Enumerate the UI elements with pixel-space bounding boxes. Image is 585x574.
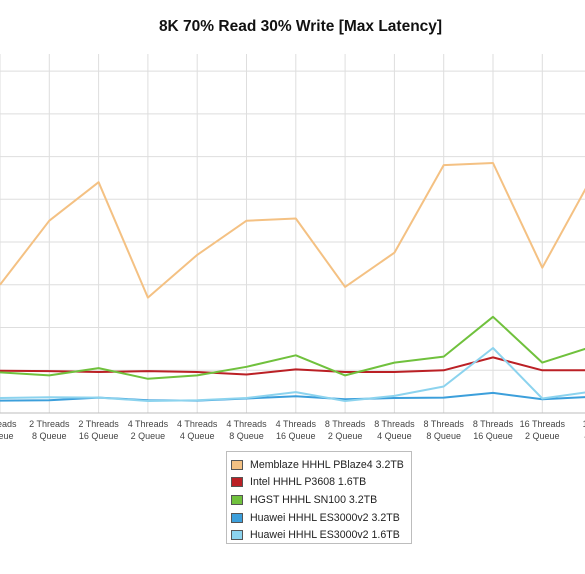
x-tick-label: Threads bbox=[0, 419, 17, 429]
legend-label: Huawei HHHL ES3000v2 3.2TB bbox=[250, 511, 400, 524]
legend-item: Memblaze HHHL PBlaze4 3.2TB bbox=[231, 456, 411, 474]
x-tick-label: 16 Threads bbox=[520, 419, 566, 429]
legend-swatch bbox=[231, 477, 243, 488]
x-tick-label: 2 Queue bbox=[328, 431, 363, 441]
legend-item: Intel HHHL P3608 1.6TB bbox=[231, 474, 411, 492]
x-tick-label: 8 Queue bbox=[32, 431, 67, 441]
series-line-2 bbox=[0, 356, 585, 376]
x-tick-label: 4 Threads bbox=[276, 419, 317, 429]
x-tick-label: 16 T bbox=[583, 419, 585, 429]
x-tick-label: 16 Queue bbox=[79, 431, 119, 441]
x-tick-label: 16 Queue bbox=[473, 431, 513, 441]
x-tick-label: 8 Queue bbox=[426, 431, 461, 441]
legend-item: Huawei HHHL ES3000v2 1.6TB bbox=[231, 526, 411, 544]
x-tick-label: 4 Threads bbox=[128, 419, 169, 429]
x-tick-label: 2 Queue bbox=[525, 431, 560, 441]
x-tick-label: 8 Threads bbox=[424, 419, 465, 429]
x-axis-tick-labels: Threads Queue 2 Threads 8 Queue 2 Threads 16 … bbox=[0, 419, 585, 441]
legend-swatch bbox=[231, 494, 243, 505]
x-tick-label: 8 Queue bbox=[229, 431, 264, 441]
series-line-3 bbox=[0, 315, 585, 380]
series-lines bbox=[0, 162, 585, 402]
x-tick-label: 16 Queue bbox=[276, 431, 316, 441]
legend-swatch bbox=[231, 530, 243, 541]
x-tick-label: Queue bbox=[0, 431, 14, 441]
x-tick-label: 8 Threads bbox=[473, 419, 514, 429]
chart-title: 8K 70% Read 30% Write [Max Latency] bbox=[158, 18, 443, 35]
x-tick-label: 4 Queue bbox=[377, 431, 412, 441]
legend-label: Memblaze HHHL PBlaze4 3.2TB bbox=[250, 458, 404, 471]
x-tick-label: 8 Threads bbox=[374, 419, 415, 429]
x-tick-label: 4 Threads bbox=[226, 419, 267, 429]
legend-item: HGST HHHL SN100 3.2TB bbox=[231, 491, 411, 509]
legend: Memblaze HHHL PBlaze4 3.2TB Intel HHHL P3… bbox=[226, 451, 412, 544]
x-tick-label: 8 Threads bbox=[325, 419, 366, 429]
legend-swatch bbox=[231, 512, 243, 523]
legend-label: HGST HHHL SN100 3.2TB bbox=[250, 493, 378, 506]
x-tick-label: 2 Threads bbox=[78, 419, 119, 429]
legend-label: Huawei HHHL ES3000v2 1.6TB bbox=[250, 529, 400, 542]
gridlines bbox=[0, 54, 585, 414]
x-tick-label: 2 Threads bbox=[29, 419, 70, 429]
series-line-5 bbox=[0, 347, 585, 402]
series-line-1 bbox=[0, 162, 585, 299]
x-tick-label: 4 Threads bbox=[177, 419, 218, 429]
legend-swatch bbox=[231, 459, 243, 470]
x-tick-label: 2 Queue bbox=[131, 431, 166, 441]
legend-item: Huawei HHHL ES3000v2 3.2TB bbox=[231, 509, 411, 527]
x-tick-label: 4 Queue bbox=[180, 431, 215, 441]
legend-label: Intel HHHL P3608 1.6TB bbox=[250, 476, 367, 489]
